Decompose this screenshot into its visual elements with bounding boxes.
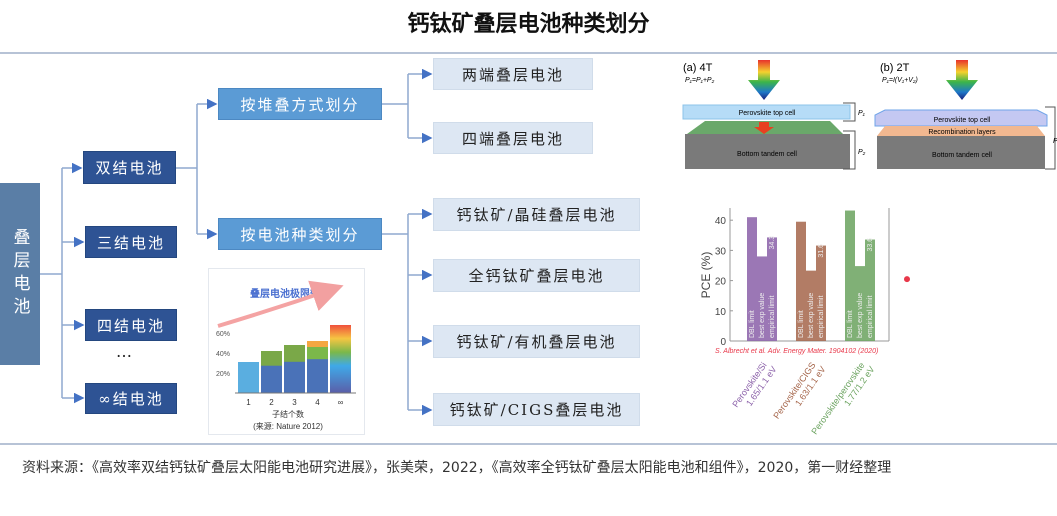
inset-xtick: ∞ [338,398,344,407]
y-axis-label: PCE (%) [699,252,713,299]
pce-bar-label: empirical limit [818,296,825,338]
node-two-terminal: 两端叠层电池 [433,58,593,90]
y-tick-label: 40 [715,216,727,227]
pce-bar-label: best exp value [808,293,815,338]
svg-text:P₂: P₂ [858,149,866,156]
ellipsis: … [116,342,132,361]
pce-bar [816,245,826,341]
svg-text:Recombination layers: Recombination layers [928,129,996,136]
svg-text:P₁: P₁ [858,110,866,117]
pce-bar [757,256,767,341]
tandem-schematic: (a) 4T P₁=P₁+P₂ Perovskite top cell Bott… [682,60,1057,170]
inset-bar-segment [284,345,305,362]
node-perovskite-organic: 钙钛矿/有机叠层电池 [433,325,640,358]
pce-value-label: 33.6 [867,238,874,252]
light-arrow-icon [748,60,780,100]
light-arrow-icon [946,60,978,100]
source-note: 资料来源：《高效率双结钙钛矿叠层太阳能电池研究进展》，张美荣，2022，《高效率… [22,460,892,476]
perovskite-top-cell-4t [682,104,851,120]
node-by-stacking: 按堆叠方式划分 [218,88,382,120]
pce-bar-label: best exp value [857,293,864,338]
root-node: 叠层电池 [0,183,40,365]
pce-bar [865,239,875,341]
inset-ytick: 40% [216,351,230,358]
node-double-junction: 双结电池 [83,151,176,184]
y-tick-label: 20 [715,277,727,288]
y-tick-label: 10 [715,307,727,318]
inset-ytick: 20% [216,371,230,378]
pce-bar-label: best exp value [759,293,766,338]
node-infinite-junction: ∞结电池 [85,383,177,414]
marker-dot [904,276,910,283]
node-perovskite-cigs: 钙钛矿/CIGS叠层电池 [433,393,640,426]
top-divider [0,52,1057,54]
pce-bar [806,270,816,341]
node-quad-junction: 四结电池 [85,309,177,341]
label-2t: (b) 2T [880,62,910,74]
inset-bar [238,362,259,393]
label-4t: (a) 4T [683,62,713,74]
pce-value-label: 34.3 [769,236,776,250]
pce-bar-label: empirical limit [769,296,776,338]
node-all-perovskite: 全钙钛矿叠层电池 [433,259,640,292]
svg-text:Perovskite top cell: Perovskite top cell [739,110,796,117]
y-tick-label: 30 [715,246,727,257]
page-title: 钙钛矿叠层电池种类划分 [407,12,650,37]
node-by-cell-type: 按电池种类划分 [218,218,382,250]
pce-bar [767,237,777,341]
pce-citation: S. Albrecht et al. Adv. Energy Mater. 19… [715,348,878,355]
node-triple-junction: 三结电池 [85,226,177,258]
pce-bar-label: empirical limit [867,296,874,338]
svg-text:Perovskite top cell: Perovskite top cell [934,117,991,124]
inset-xlabel: 子结个数 [272,409,304,419]
efficiency-limit-chart: 叠层电池极限效率 20%40%60%1 2 3 4 ∞ 子结个数 (来源: Nature… [208,268,365,435]
inset-source: (来源: Nature 2012) [253,422,323,431]
pce-bar-label: DBL limit [847,310,854,338]
svg-text:Bottom tandem cell: Bottom tandem cell [737,151,797,158]
svg-text:P: P [1053,138,1057,145]
node-four-terminal: 四端叠层电池 [433,122,593,154]
inset-xtick: 1 [246,398,251,407]
inset-ytick: 60% [216,331,230,338]
inset-bar-segment [307,341,328,347]
pce-bar [845,210,855,341]
inset-xtick: 3 [292,398,297,407]
inset-xtick: 4 [315,398,320,407]
inset-bar [330,325,351,393]
pce-bar [796,221,806,341]
pce-bar [747,217,757,341]
node-perovskite-silicon: 钙钛矿/晶硅叠层电池 [433,198,640,231]
svg-text:Bottom tandem cell: Bottom tandem cell [932,152,992,159]
y-tick-label: 0 [720,337,726,348]
pce-value-label: 31.6 [818,244,825,258]
bottom-divider [0,443,1057,445]
pce-bar [855,266,865,341]
formula-4t: P₁=P₁+P₂ [685,77,715,84]
tree-connectors [40,68,433,416]
pce-bar-label: DBL limit [749,310,756,338]
inset-xtick: 2 [269,398,274,407]
inset-bar-segment [261,351,282,366]
formula-2t: P₁=I(V₁+V₂) [882,77,918,84]
pce-bar-label: DBL limit [798,310,805,338]
